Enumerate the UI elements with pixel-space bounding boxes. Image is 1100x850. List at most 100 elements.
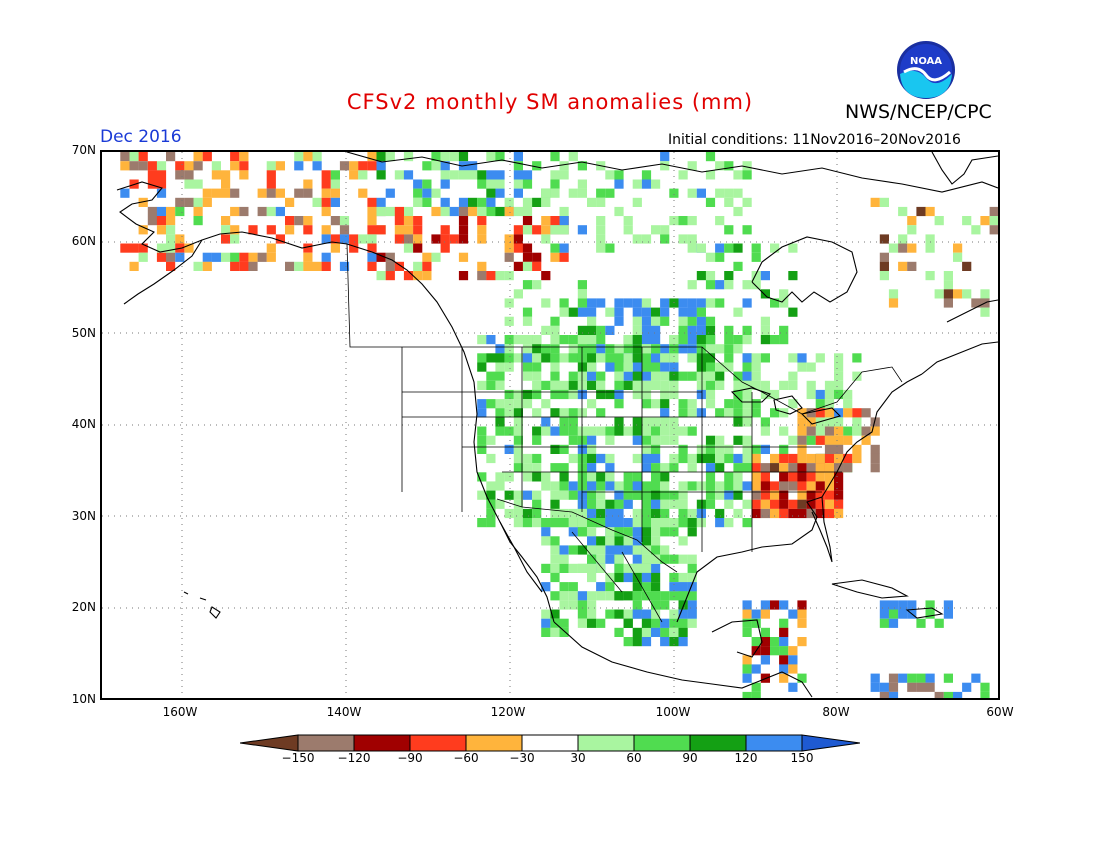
anomaly-cell [303, 188, 313, 198]
anomaly-cell [733, 417, 743, 427]
anomaly-cell [815, 463, 825, 473]
anomaly-cell [660, 463, 670, 473]
anomaly-cell [632, 490, 642, 500]
anomaly-cell [705, 481, 716, 491]
anomaly-cell [715, 453, 725, 464]
anomaly-cell [541, 325, 551, 335]
anomaly-cell [705, 344, 716, 354]
anomaly-cell [660, 399, 670, 409]
anomaly-cell [623, 591, 633, 601]
anomaly-cell [532, 280, 542, 290]
anomaly-cell [660, 637, 670, 647]
anomaly-cell [541, 216, 551, 226]
anomaly-cell [605, 591, 615, 601]
anomaly-cell [824, 472, 835, 482]
anomaly-cell [513, 188, 523, 198]
anomaly-cell [577, 389, 587, 400]
anomaly-cell [614, 344, 624, 354]
anomaly-cell [559, 472, 569, 482]
anomaly-cell [321, 188, 331, 198]
anomaly-cell [522, 453, 533, 464]
anomaly-cell [339, 234, 350, 244]
anomaly-cell [559, 408, 569, 418]
anomaly-cell [468, 170, 478, 180]
anomaly-cell [550, 344, 560, 354]
anomaly-cell [605, 463, 615, 473]
anomaly-cell [705, 499, 716, 509]
anomaly-cell [623, 536, 633, 546]
initial-conditions: Initial conditions: 11Nov2016–20Nov2016 [668, 132, 961, 148]
anomaly-cell [715, 280, 725, 290]
anomaly-cell [678, 499, 688, 509]
anomaly-cell [678, 591, 688, 601]
anomaly-cell [358, 188, 368, 198]
anomaly-cell [193, 206, 203, 217]
anomaly-cell [879, 252, 889, 262]
anomaly-cell [641, 627, 652, 637]
anomaly-cell [321, 197, 331, 207]
anomaly-cell [806, 362, 816, 372]
anomaly-cell [788, 646, 798, 656]
anomaly-cell [724, 481, 734, 491]
anomaly-cell [632, 481, 642, 491]
anomaly-cell [559, 618, 569, 628]
anomaly-cell [614, 426, 624, 436]
anomaly-cell [815, 399, 825, 409]
anomaly-cell [742, 600, 752, 610]
anomaly-cell [770, 453, 780, 464]
anomaly-cell [312, 261, 322, 271]
anomaly-cell [751, 371, 761, 381]
anomaly-cell [614, 380, 624, 390]
anomaly-cell [541, 271, 551, 281]
anomaly-cell [861, 435, 871, 445]
anomaly-cell [815, 426, 825, 436]
anomaly-cell [760, 627, 770, 637]
anomaly-cell [678, 572, 688, 583]
anomaly-cell [623, 545, 633, 555]
anomaly-cell [504, 234, 514, 244]
anomaly-cell [751, 399, 761, 409]
anomaly-cell [303, 243, 313, 253]
swatch-neutral [521, 734, 579, 752]
anomaly-cell [834, 481, 844, 491]
anomaly-cell [724, 280, 734, 290]
anomaly-cell [715, 490, 725, 500]
anomaly-cell [550, 316, 560, 326]
anomaly-cell [660, 499, 670, 509]
anomaly-cell [687, 600, 697, 610]
anomaly-cell [641, 490, 652, 500]
anomaly-cell [614, 389, 624, 400]
x-tick-60w: 60W [986, 705, 1014, 719]
anomaly-cell [156, 225, 167, 235]
anomaly-cell [898, 234, 908, 244]
anomaly-cell [724, 453, 734, 464]
anomaly-cell [303, 152, 313, 162]
anomaly-cell [678, 335, 688, 345]
anomaly-cell [651, 463, 661, 473]
anomaly-cell [678, 536, 688, 546]
anomaly-cell [779, 600, 789, 610]
anomaly-cell [641, 481, 652, 491]
anomaly-cell [806, 508, 816, 519]
anomaly-cell [687, 280, 697, 290]
anomaly-cell [742, 362, 752, 372]
anomaly-cell [339, 161, 350, 171]
anomaly-cell [788, 435, 798, 445]
anomaly-cell [367, 234, 377, 244]
colorbar-label: −30 [509, 751, 535, 765]
anomaly-cell [907, 243, 917, 253]
anomaly-cell [742, 609, 752, 619]
anomaly-cell [870, 682, 880, 692]
anomaly-cell [257, 188, 267, 198]
anomaly-cell [669, 216, 679, 226]
anomaly-cell [532, 453, 542, 464]
anomaly-cell [477, 408, 487, 418]
anomaly-cell [824, 453, 835, 464]
anomaly-cell [760, 417, 770, 427]
anomaly-cell [413, 243, 423, 253]
anomaly-cell [806, 426, 816, 436]
anomaly-cell [742, 691, 752, 698]
anomaly-cell [669, 426, 679, 436]
anomaly-cell [422, 188, 432, 198]
anomaly-cell [623, 426, 633, 436]
